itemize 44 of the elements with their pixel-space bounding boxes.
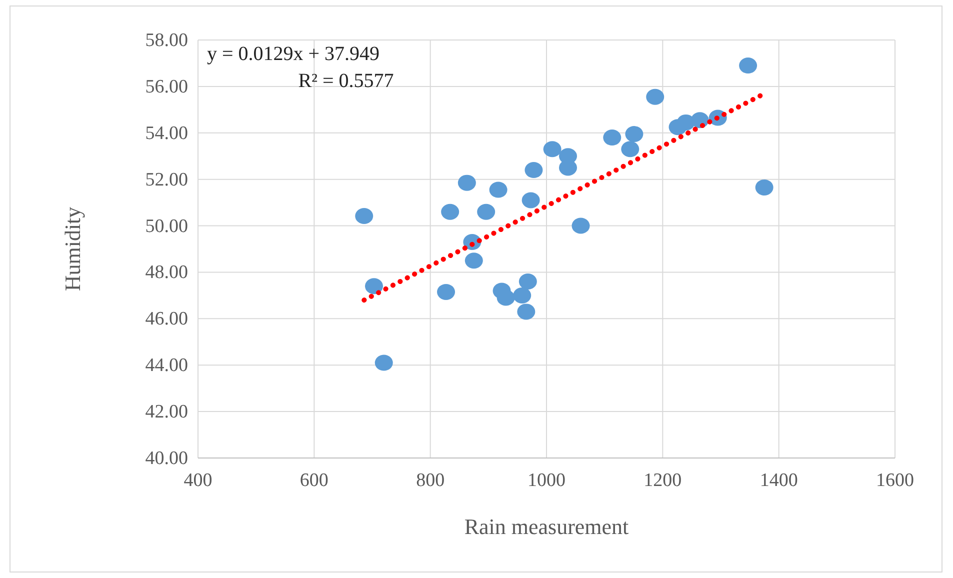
point xyxy=(513,287,532,304)
x-axis-title: Rain measurement xyxy=(464,514,629,539)
point xyxy=(464,252,483,269)
point xyxy=(646,88,664,105)
y-tick-label: 58.00 xyxy=(145,30,188,51)
point xyxy=(518,274,537,290)
y-tick-label: 50.00 xyxy=(145,216,188,237)
point xyxy=(489,182,508,198)
x-tick-label: 1000 xyxy=(528,470,566,491)
point xyxy=(572,218,590,234)
y-tick-label: 46.00 xyxy=(145,308,188,330)
x-tick-label: 600 xyxy=(300,470,328,491)
y-tick-label: 44.00 xyxy=(145,355,188,376)
annotation: R² = 0.5577 xyxy=(298,70,394,92)
point xyxy=(437,284,456,300)
x-tick-label: 1400 xyxy=(760,470,798,491)
point xyxy=(543,141,562,158)
point xyxy=(524,162,543,178)
x-tick-label: 1600 xyxy=(876,470,914,491)
y-tick-label: 42.00 xyxy=(145,402,188,423)
point xyxy=(739,58,758,74)
y-tick-label: 54.00 xyxy=(145,122,188,144)
point xyxy=(625,126,644,142)
point xyxy=(755,179,774,196)
y-axis-title: Humidity xyxy=(60,206,85,292)
point xyxy=(603,130,622,146)
point xyxy=(355,208,374,224)
point xyxy=(441,204,460,220)
y-tick-label: 52.00 xyxy=(145,169,188,190)
point xyxy=(522,192,540,208)
point xyxy=(496,290,515,306)
y-tick-label: 48.00 xyxy=(145,262,188,284)
x-tick-label: 800 xyxy=(416,470,445,491)
point xyxy=(621,141,640,158)
x-tick-label: 1200 xyxy=(644,470,682,491)
y-tick-label: 40.00 xyxy=(145,448,188,469)
point xyxy=(364,278,383,294)
x-tick-label: 400 xyxy=(184,470,212,491)
y-tick-label: 56.00 xyxy=(145,76,188,98)
point xyxy=(477,204,496,220)
point xyxy=(374,354,393,371)
point xyxy=(517,304,536,320)
annotation: y = 0.0129x + 37.949 xyxy=(207,43,380,65)
point xyxy=(458,174,476,191)
